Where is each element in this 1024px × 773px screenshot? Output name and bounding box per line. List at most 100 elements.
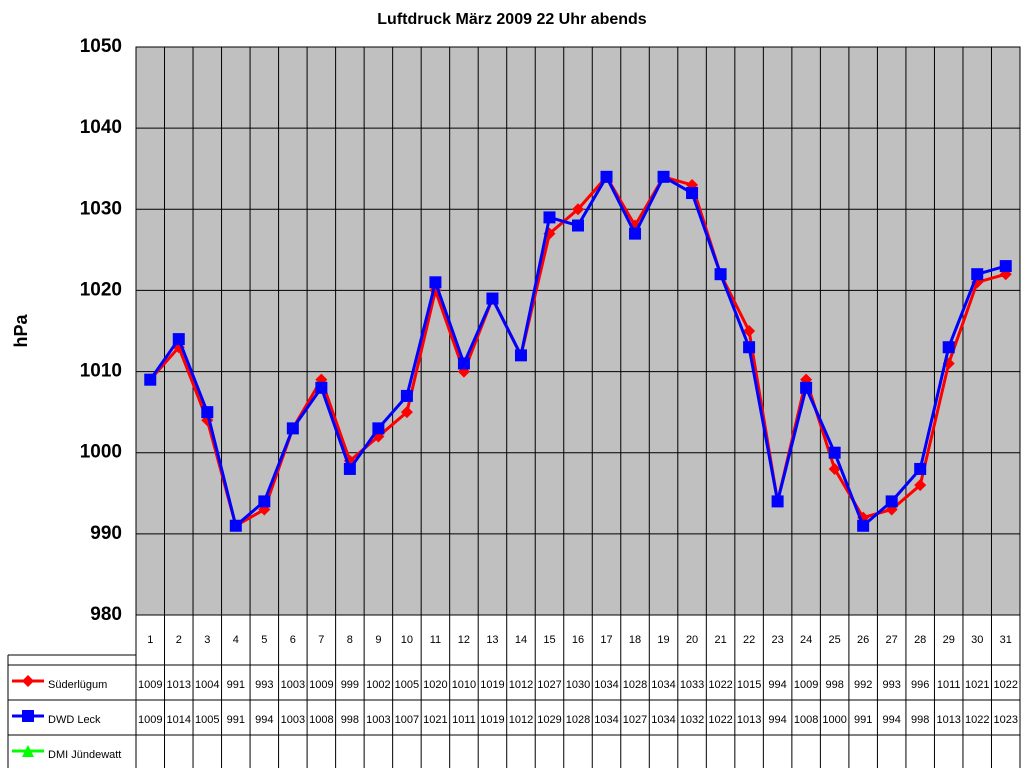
- legend-marker: [22, 745, 34, 757]
- marker: [144, 373, 157, 386]
- table-value: 1008: [794, 714, 818, 726]
- table-value: 1021: [965, 679, 989, 691]
- table-value: 1030: [566, 679, 590, 691]
- x-tick-label: 20: [686, 634, 698, 646]
- table-value: 1009: [138, 714, 162, 726]
- table-value: 1011: [452, 714, 476, 726]
- x-tick-label: 21: [714, 634, 726, 646]
- table-value: 996: [911, 679, 929, 691]
- marker: [372, 422, 385, 435]
- marker: [514, 349, 527, 362]
- table-value: 1002: [366, 679, 390, 691]
- y-tick-label: 1020: [80, 279, 122, 300]
- marker: [343, 462, 356, 475]
- marker: [172, 333, 185, 346]
- x-tick-label: 22: [743, 634, 755, 646]
- x-tick-label: 23: [771, 634, 783, 646]
- x-tick-label: 19: [657, 634, 669, 646]
- x-tick-label: 10: [401, 634, 413, 646]
- marker: [743, 341, 756, 354]
- marker: [828, 446, 841, 459]
- table-value: 1023: [993, 714, 1017, 726]
- table-value: 1012: [509, 714, 533, 726]
- table-value: 1028: [623, 679, 647, 691]
- table-value: 991: [227, 679, 245, 691]
- x-tick-label: 7: [318, 634, 324, 646]
- y-tick-label: 1010: [80, 361, 122, 382]
- y-tick-label: 1040: [80, 117, 122, 138]
- marker: [486, 292, 499, 305]
- x-tick-label: 4: [233, 634, 239, 646]
- marker: [828, 462, 841, 475]
- marker: [999, 260, 1012, 273]
- x-tick-label: 18: [629, 634, 641, 646]
- table-value: 998: [911, 714, 929, 726]
- table-value: 1013: [167, 679, 191, 691]
- marker: [400, 406, 413, 419]
- chart-title: Luftdruck März 2009 22 Uhr abends: [377, 11, 647, 28]
- table-value: 1028: [566, 714, 590, 726]
- table-value: 1003: [281, 714, 305, 726]
- marker: [429, 276, 442, 289]
- table-value: 1013: [936, 714, 960, 726]
- table-value: 993: [882, 679, 900, 691]
- table-value: 1022: [708, 679, 732, 691]
- y-tick-label: 1000: [80, 442, 122, 463]
- marker: [800, 381, 813, 394]
- table-value: 1019: [480, 679, 504, 691]
- x-tick-label: 15: [543, 634, 555, 646]
- table-value: 991: [854, 714, 872, 726]
- table-value: 1019: [480, 714, 504, 726]
- table-value: 994: [255, 714, 273, 726]
- marker: [229, 519, 242, 532]
- plot-area: [135, 46, 1021, 616]
- x-tick-label: 26: [857, 634, 869, 646]
- table-value: 1005: [395, 679, 419, 691]
- marker: [600, 170, 613, 183]
- x-tick-label: 30: [971, 634, 983, 646]
- marker: [629, 227, 642, 240]
- x-tick-label: 28: [914, 634, 926, 646]
- table-value: 1015: [737, 679, 761, 691]
- table-value: 1020: [423, 679, 447, 691]
- legend-marker: [22, 675, 34, 687]
- x-tick-label: 1: [147, 634, 153, 646]
- table-value: 1009: [309, 679, 333, 691]
- marker: [857, 519, 870, 532]
- x-tick-label: 25: [829, 634, 841, 646]
- table-value: 1009: [138, 679, 162, 691]
- table-value: 1032: [680, 714, 704, 726]
- table-value: 1021: [423, 714, 447, 726]
- marker: [885, 495, 898, 508]
- x-tick-label: 2: [176, 634, 182, 646]
- table-value: 994: [882, 714, 900, 726]
- table-value: 1009: [794, 679, 818, 691]
- y-tick-label: 1050: [80, 36, 122, 57]
- marker: [914, 479, 927, 492]
- marker: [315, 381, 328, 394]
- legend-label: Süderlügum: [48, 679, 107, 691]
- table-value: 1004: [195, 679, 219, 691]
- table-value: 998: [825, 679, 843, 691]
- marker: [286, 422, 299, 435]
- table-value: 1022: [993, 679, 1017, 691]
- table-value: 999: [341, 679, 359, 691]
- x-tick-label: 29: [943, 634, 955, 646]
- table-value: 992: [854, 679, 872, 691]
- table-value: 994: [768, 679, 786, 691]
- table-value: 1008: [309, 714, 333, 726]
- x-tick-label: 5: [261, 634, 267, 646]
- table-value: 1022: [965, 714, 989, 726]
- legend-marker: [22, 710, 34, 722]
- table-value: 993: [255, 679, 273, 691]
- marker: [771, 495, 784, 508]
- table-value: 1029: [537, 714, 561, 726]
- marker: [657, 170, 670, 183]
- table-value: 1022: [708, 714, 732, 726]
- table-value: 991: [227, 714, 245, 726]
- marker: [686, 187, 699, 200]
- legend-label: DWD Leck: [48, 714, 101, 726]
- marker: [543, 211, 556, 224]
- table-value: 998: [341, 714, 359, 726]
